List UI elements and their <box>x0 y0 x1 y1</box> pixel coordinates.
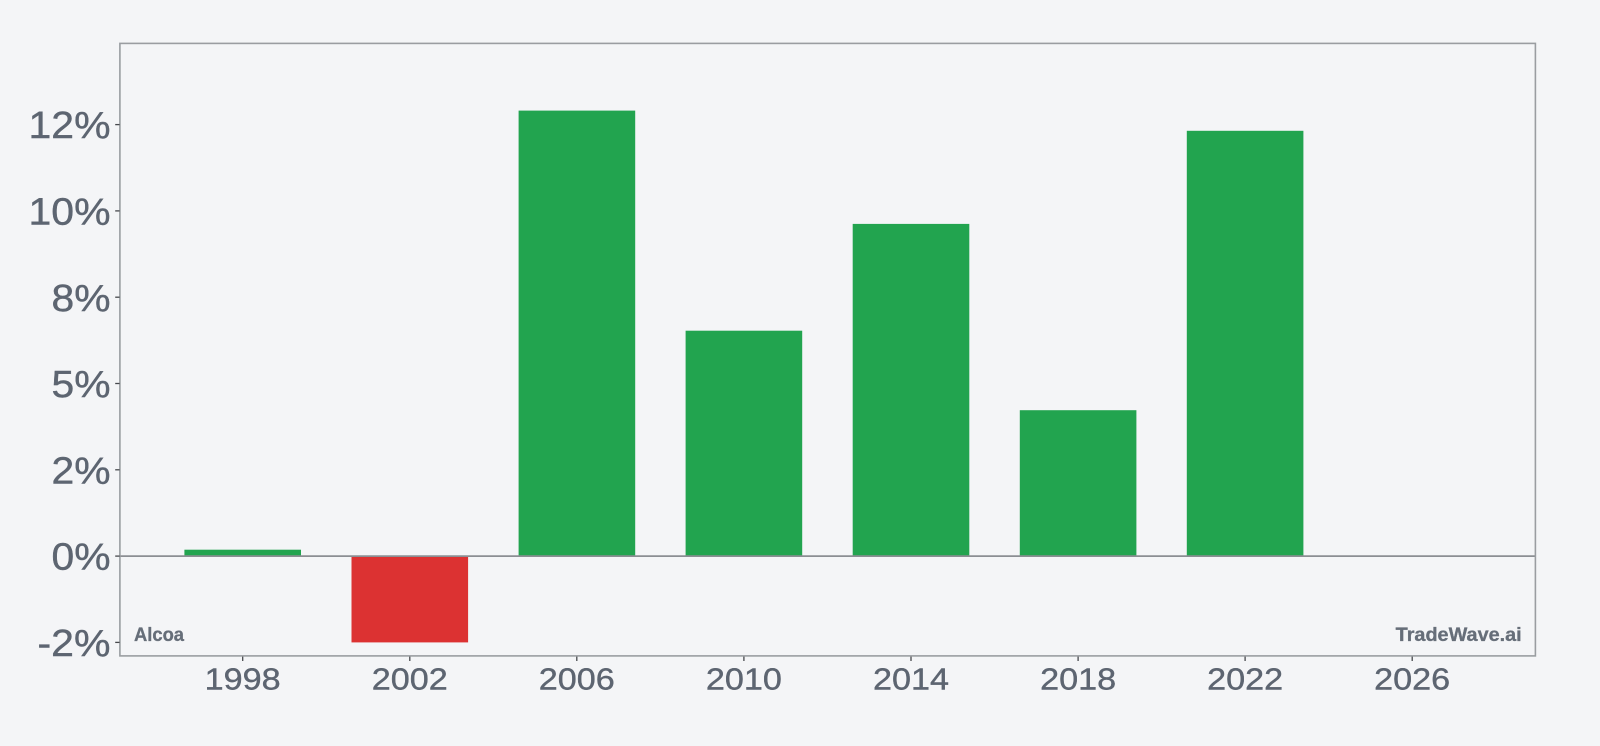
svg-text:2026: 2026 <box>1374 661 1450 696</box>
svg-text:5%: 5% <box>52 364 111 406</box>
svg-text:2010: 2010 <box>706 661 782 696</box>
svg-text:Alcoa: Alcoa <box>134 625 184 646</box>
svg-text:0%: 0% <box>52 537 111 579</box>
svg-text:2002: 2002 <box>372 661 448 696</box>
svg-text:TradeWave.ai: TradeWave.ai <box>1396 625 1522 646</box>
svg-text:2006: 2006 <box>539 661 615 696</box>
svg-text:2014: 2014 <box>873 661 949 696</box>
svg-text:10%: 10% <box>29 192 111 234</box>
svg-text:1998: 1998 <box>205 661 281 696</box>
svg-text:2022: 2022 <box>1207 661 1283 696</box>
svg-text:-2%: -2% <box>38 623 111 665</box>
svg-text:12%: 12% <box>29 105 111 147</box>
svg-text:2018: 2018 <box>1040 661 1116 696</box>
svg-text:8%: 8% <box>52 278 111 320</box>
svg-text:2%: 2% <box>52 450 111 492</box>
